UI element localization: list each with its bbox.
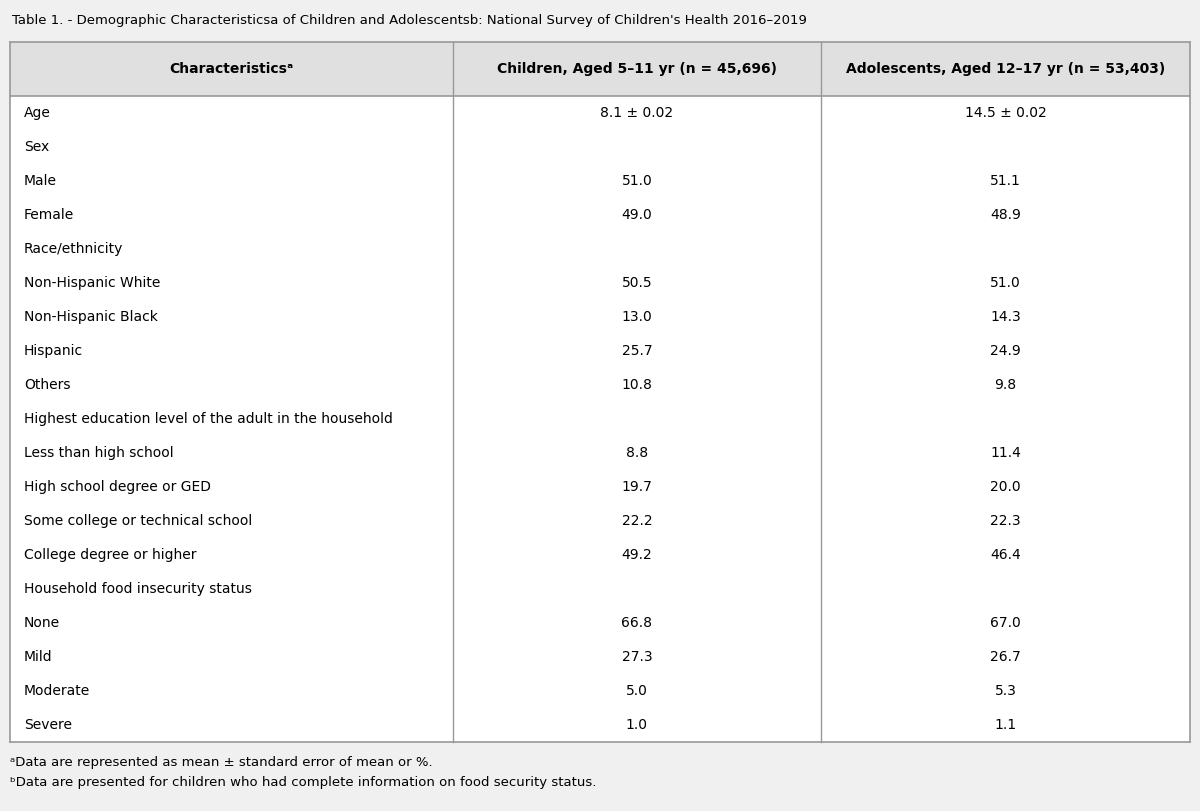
Text: 27.3: 27.3 — [622, 650, 652, 664]
Text: High school degree or GED: High school degree or GED — [24, 480, 211, 494]
Text: 13.0: 13.0 — [622, 310, 653, 324]
Text: 26.7: 26.7 — [990, 650, 1021, 664]
Text: Non-Hispanic White: Non-Hispanic White — [24, 276, 161, 290]
Text: 14.5 ± 0.02: 14.5 ± 0.02 — [965, 106, 1046, 120]
Text: 9.8: 9.8 — [995, 378, 1016, 392]
Text: Highest education level of the adult in the household: Highest education level of the adult in … — [24, 412, 392, 426]
Text: College degree or higher: College degree or higher — [24, 548, 197, 562]
Text: Sex: Sex — [24, 140, 49, 154]
Text: 24.9: 24.9 — [990, 344, 1021, 358]
Text: 1.0: 1.0 — [626, 718, 648, 732]
Text: 11.4: 11.4 — [990, 446, 1021, 460]
Text: 49.0: 49.0 — [622, 208, 653, 222]
Text: Race/ethnicity: Race/ethnicity — [24, 242, 124, 256]
Text: 25.7: 25.7 — [622, 344, 652, 358]
Text: Severe: Severe — [24, 718, 72, 732]
Text: 51.0: 51.0 — [622, 174, 653, 188]
Text: Household food insecurity status: Household food insecurity status — [24, 582, 252, 596]
Text: Table 1. - Demographic Characteristicsa of Children and Adolescentsb: National S: Table 1. - Demographic Characteristicsa … — [12, 14, 806, 27]
Text: ᵇData are presented for children who had complete information on food security s: ᵇData are presented for children who had… — [10, 776, 596, 789]
Text: 51.1: 51.1 — [990, 174, 1021, 188]
Text: Some college or technical school: Some college or technical school — [24, 514, 252, 528]
Text: Less than high school: Less than high school — [24, 446, 174, 460]
Text: 46.4: 46.4 — [990, 548, 1021, 562]
Text: Age: Age — [24, 106, 50, 120]
Text: 19.7: 19.7 — [622, 480, 653, 494]
Text: Male: Male — [24, 174, 58, 188]
Text: 48.9: 48.9 — [990, 208, 1021, 222]
Text: Children, Aged 5–11 yr (n = 45,696): Children, Aged 5–11 yr (n = 45,696) — [497, 62, 776, 76]
Text: 10.8: 10.8 — [622, 378, 653, 392]
Text: 67.0: 67.0 — [990, 616, 1021, 630]
Text: 5.0: 5.0 — [626, 684, 648, 698]
Text: Others: Others — [24, 378, 71, 392]
Text: 8.1 ± 0.02: 8.1 ± 0.02 — [600, 106, 673, 120]
Text: Female: Female — [24, 208, 74, 222]
Text: 22.2: 22.2 — [622, 514, 652, 528]
Text: ᵃData are represented as mean ± standard error of mean or %.: ᵃData are represented as mean ± standard… — [10, 756, 433, 769]
Text: 20.0: 20.0 — [990, 480, 1021, 494]
Text: Mild: Mild — [24, 650, 53, 664]
Text: 50.5: 50.5 — [622, 276, 652, 290]
Text: 14.3: 14.3 — [990, 310, 1021, 324]
Bar — [10, 42, 1190, 742]
Text: Characteristicsᵃ: Characteristicsᵃ — [169, 62, 293, 76]
Text: 8.8: 8.8 — [626, 446, 648, 460]
Text: Moderate: Moderate — [24, 684, 90, 698]
Text: 49.2: 49.2 — [622, 548, 653, 562]
Text: 5.3: 5.3 — [995, 684, 1016, 698]
Text: Hispanic: Hispanic — [24, 344, 83, 358]
Text: 51.0: 51.0 — [990, 276, 1021, 290]
Text: Adolescents, Aged 12–17 yr (n = 53,403): Adolescents, Aged 12–17 yr (n = 53,403) — [846, 62, 1165, 76]
Text: 1.1: 1.1 — [995, 718, 1016, 732]
Text: 66.8: 66.8 — [622, 616, 653, 630]
Text: 22.3: 22.3 — [990, 514, 1021, 528]
Text: None: None — [24, 616, 60, 630]
Bar — [10, 42, 1190, 96]
Text: Non-Hispanic Black: Non-Hispanic Black — [24, 310, 158, 324]
